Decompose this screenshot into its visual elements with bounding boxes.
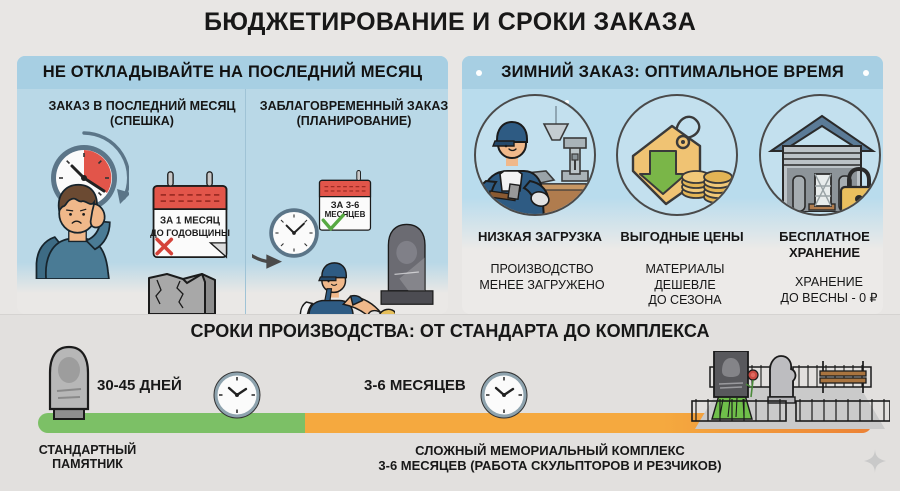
svg-text:МЕСЯЦЕВ: МЕСЯЦЕВ bbox=[325, 210, 366, 219]
svg-text:ЗА 3-6: ЗА 3-6 bbox=[331, 200, 360, 210]
svg-text:ДО ГОДОВЩИНЫ: ДО ГОДОВЩИНЫ bbox=[150, 228, 230, 238]
svg-text:ЗА 1 МЕСЯЦ: ЗА 1 МЕСЯЦ bbox=[160, 215, 221, 226]
